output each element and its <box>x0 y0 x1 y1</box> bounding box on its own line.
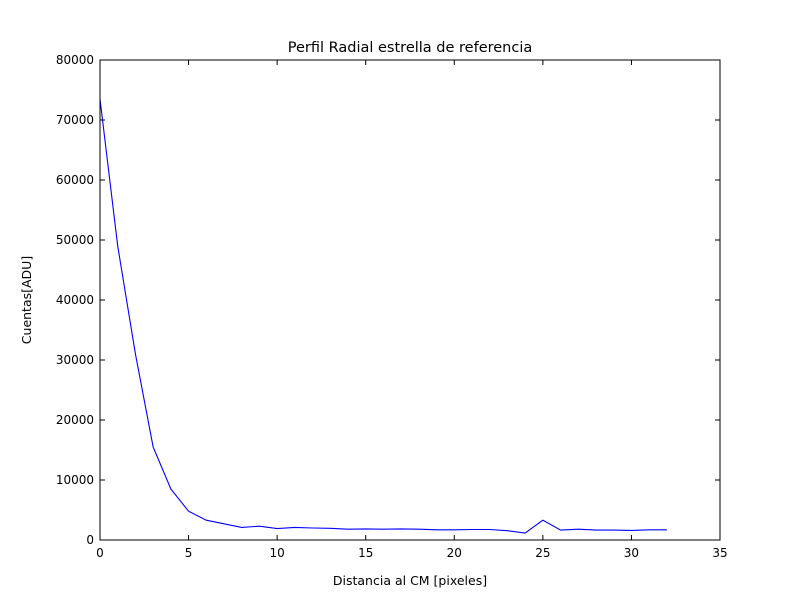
x-tick-label: 5 <box>185 546 193 560</box>
y-tick-label: 40000 <box>56 293 94 307</box>
y-tick-label: 70000 <box>56 113 94 127</box>
y-tick-label: 80000 <box>56 53 94 67</box>
chart-title: Perfil Radial estrella de referencia <box>288 40 533 56</box>
y-tick-label: 20000 <box>56 413 94 427</box>
x-tick-label: 25 <box>535 546 550 560</box>
x-axis-label: Distancia al CM [pixeles] <box>333 573 487 588</box>
series-line <box>99 98 667 534</box>
y-tick-label: 0 <box>86 533 94 547</box>
x-tick-label: 35 <box>712 546 727 560</box>
y-axis-ticks: 0 10000 20000 30000 40000 50000 60000 70000 8000… <box>56 53 720 547</box>
y-tick-label: 30000 <box>56 353 94 367</box>
x-tick-label: 20 <box>447 546 462 560</box>
x-tick-label: 10 <box>270 546 285 560</box>
x-tick-label: 30 <box>624 546 639 560</box>
y-tick-label: 60000 <box>56 173 94 187</box>
x-tick-label: 0 <box>96 546 104 560</box>
y-tick-label: 50000 <box>56 233 94 247</box>
x-axis-ticks: 0 5 10 15 20 25 30 35 <box>96 60 728 560</box>
plot-frame <box>99 59 721 541</box>
series-layer <box>99 98 667 534</box>
y-tick-label: 10000 <box>56 473 94 487</box>
x-tick-label: 15 <box>358 546 373 560</box>
y-axis-label: Cuentas[ADU] <box>19 256 34 344</box>
